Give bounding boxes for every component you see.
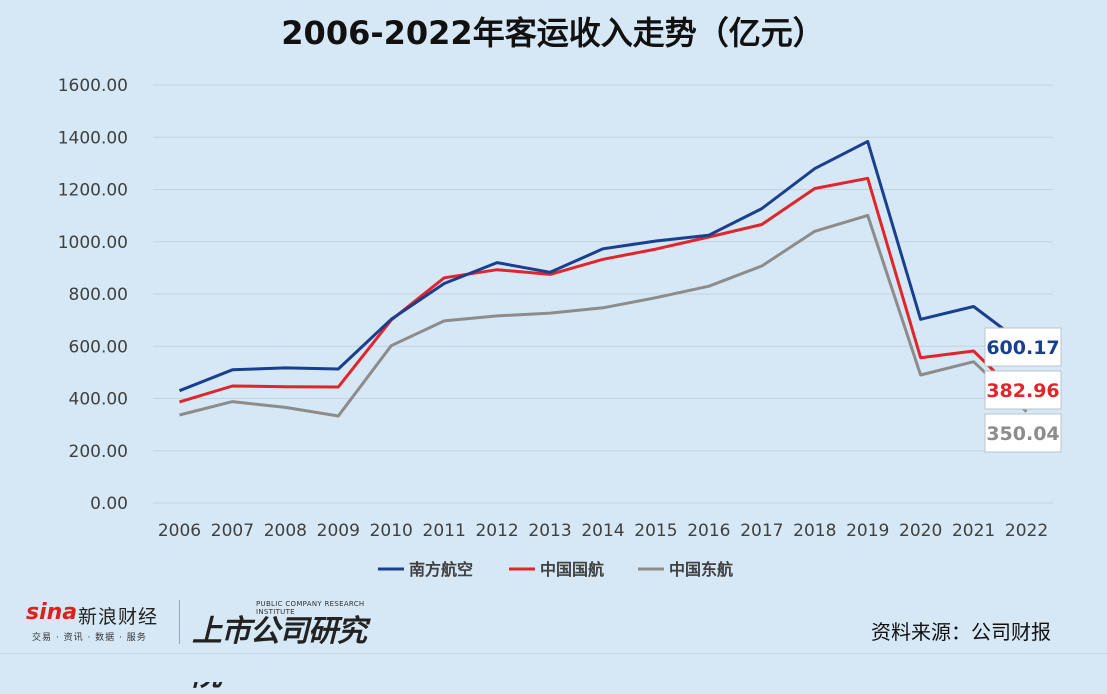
y-axis-ticks: 0.00 200.00 400.00 600.00 800.00 1000.00 1200.… <box>58 76 128 514</box>
end-label-box <box>984 327 1062 367</box>
x-tick-label: 2007 <box>211 521 254 541</box>
x-tick-label: 2017 <box>740 521 783 541</box>
grid-lines <box>153 84 1053 504</box>
sina-wordmark: sina <box>26 600 78 625</box>
series-line-中国东航 <box>179 213 1028 418</box>
y-tick-label: 200.00 <box>69 442 128 462</box>
end-label-value: 600.17 <box>986 337 1059 359</box>
series-line-南方航空 <box>178 139 1028 393</box>
x-tick-label: 2012 <box>475 521 518 541</box>
x-tick-label: 2016 <box>687 521 730 541</box>
y-tick-label: 600.00 <box>69 337 128 357</box>
end-data-labels: 600.17 382.96 350.04 <box>984 327 1062 453</box>
y-tick-label: 1200.00 <box>58 181 128 201</box>
series-lines <box>178 139 1028 418</box>
legend-label-中国国航: 中国国航 <box>540 560 604 579</box>
x-tick-label: 2021 <box>952 521 995 541</box>
y-tick-label: 800.00 <box>69 285 128 305</box>
footer: sina 新浪财经 交易 · 资讯 · 数据 · 服务 PUBLIC COMPA… <box>0 596 1107 693</box>
legend-label-中国东航: 中国东航 <box>669 560 733 579</box>
x-tick-label: 2008 <box>264 521 307 541</box>
end-label-中国东航: 350.04 <box>984 413 1062 453</box>
y-tick-label: 1000.00 <box>58 233 128 253</box>
y-tick-label: 0.00 <box>90 494 128 514</box>
end-label-box <box>984 370 1062 410</box>
end-label-value: 382.96 <box>986 380 1059 402</box>
x-tick-label: 2006 <box>158 521 201 541</box>
legend: 南方航空 中国国航 中国东航 <box>378 560 733 579</box>
end-label-value: 350.04 <box>986 423 1059 445</box>
x-tick-label: 2019 <box>846 521 889 541</box>
sina-finance-tagline: 交易 · 资讯 · 数据 · 服务 <box>32 633 147 643</box>
x-tick-label: 2020 <box>899 521 942 541</box>
bottom-band <box>0 653 1107 682</box>
y-tick-label: 1400.00 <box>58 128 128 148</box>
x-tick-label: 2009 <box>317 521 360 541</box>
chart-title: 2006-2022年客运收入走势（亿元） <box>281 14 824 52</box>
logo-divider <box>179 600 180 644</box>
x-tick-label: 2014 <box>581 521 624 541</box>
line-chart: 2006-2022年客运收入走势（亿元） 0.00 200.00 400.00 600… <box>58 14 1062 579</box>
data-source: 资料来源：公司财报 <box>871 620 1051 644</box>
y-tick-label: 400.00 <box>69 390 128 410</box>
x-tick-label: 2015 <box>634 521 677 541</box>
end-label-中国国航: 382.96 <box>984 370 1062 410</box>
x-tick-label: 2011 <box>423 521 466 541</box>
x-tick-label: 2010 <box>370 521 413 541</box>
sina-finance-logo: sina 新浪财经 交易 · 资讯 · 数据 · 服务 <box>26 598 176 646</box>
x-tick-label: 2018 <box>793 521 836 541</box>
y-tick-label: 1600.00 <box>58 76 128 96</box>
research-institute-english: PUBLIC COMPANY RESEARCH INSTITUTE <box>256 600 365 616</box>
x-tick-label: 2022 <box>1005 521 1048 541</box>
series-line-中国国航 <box>179 176 1028 405</box>
sina-finance-name: 新浪财经 <box>78 606 159 628</box>
x-tick-label: 2013 <box>528 521 571 541</box>
x-axis-ticks: 2006 2007 2008 2009 2010 2011 2012 2013 2014 2015… <box>158 521 1048 541</box>
end-label-box <box>984 413 1062 453</box>
research-institute-logo: PUBLIC COMPANY RESEARCH INSTITUTE 上市公司研究… <box>190 596 390 693</box>
end-label-南方航空: 600.17 <box>984 327 1062 367</box>
legend-label-南方航空: 南方航空 <box>409 560 473 579</box>
